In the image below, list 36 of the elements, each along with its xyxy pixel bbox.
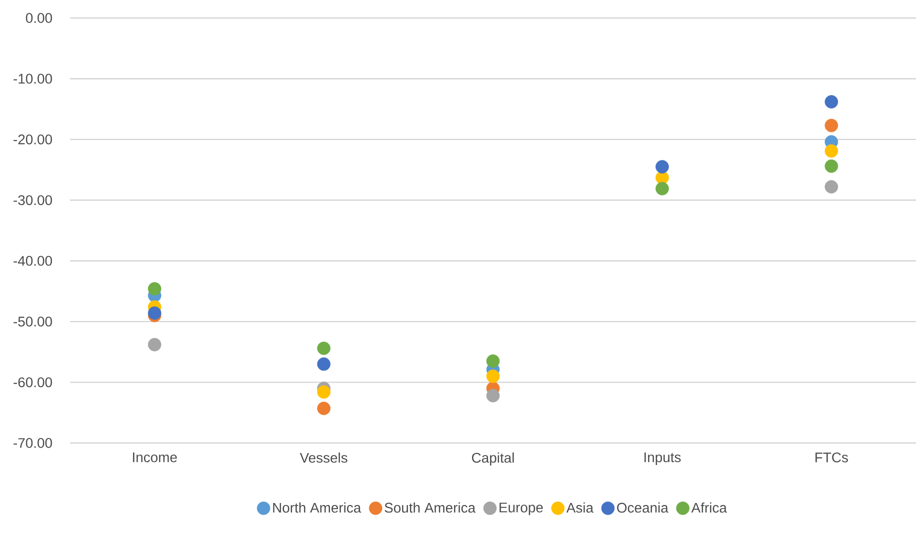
point [824, 144, 838, 158]
point [317, 342, 330, 355]
point [486, 370, 500, 383]
legend-label: Europe [500, 502, 543, 516]
point [824, 118, 838, 132]
x-tick-label: Income [133, 452, 177, 462]
point [148, 306, 162, 320]
point [656, 182, 669, 196]
point [486, 388, 500, 402]
point [317, 357, 330, 371]
legend-label: North America [273, 502, 362, 513]
y-tick-label: -50.00 [14, 316, 52, 327]
y-tick-label: -40.00 [14, 256, 52, 266]
point [148, 282, 162, 296]
legend-label: Oceania [617, 502, 668, 513]
y-tick-label: -70.00 [14, 438, 52, 448]
point [148, 338, 162, 352]
point [656, 160, 669, 174]
point [317, 385, 330, 399]
x-tick-label: FTCs [816, 452, 848, 462]
x-tick-label: Vessels [300, 452, 348, 463]
legend-label: Asia [566, 502, 594, 513]
x-tick-label: Capital [472, 452, 514, 466]
y-tick-label: -10.00 [14, 74, 52, 84]
y-tick-label: -20.00 [14, 134, 52, 144]
y-tick-label: -60.00 [14, 377, 52, 388]
legend-label: South America [384, 502, 476, 513]
y-tick-label: 0.00 [26, 13, 52, 23]
x-tick-label: Inputs [644, 452, 681, 465]
point [317, 402, 330, 416]
point [824, 180, 838, 194]
point [486, 354, 500, 368]
point [824, 95, 838, 108]
y-tick-label: -30.00 [14, 195, 52, 206]
legend-label: Africa [691, 502, 727, 513]
point [824, 159, 838, 173]
